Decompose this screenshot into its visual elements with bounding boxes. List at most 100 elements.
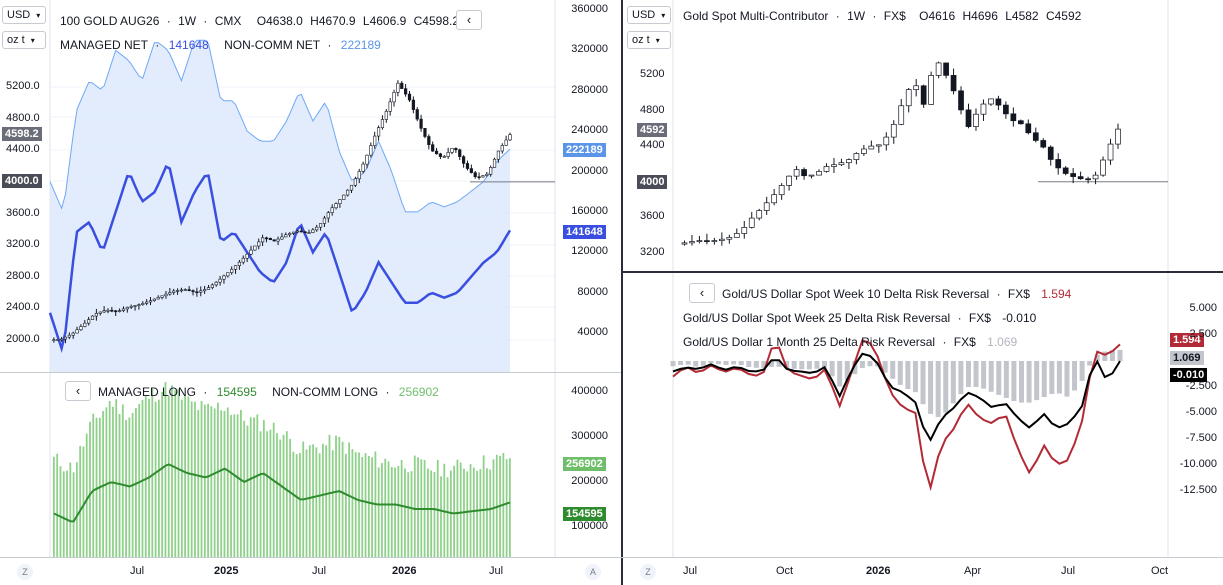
noncomm-long-bar [125,420,127,557]
right-sub-pane[interactable]: ‹ Gold/US Dollar Spot Week 10 Delta Risk… [623,273,1223,557]
auto-scale-button-left[interactable]: A [585,564,601,580]
candle-body [114,310,118,313]
noncomm-long-bar [381,463,383,557]
candle-body [392,92,396,103]
left-sub-pane[interactable]: ‹ MANAGED LONG · 154595 NON-COMM LONG · … [0,373,620,557]
noncomm-long-bar [325,445,328,557]
unit-select-left[interactable]: oz t ▾ [2,31,46,49]
horizontal-line-tag: 4000.0 [2,174,42,188]
collapse-legend-button[interactable]: ‹ [65,381,91,401]
candle-body [778,185,785,196]
candle-body [376,127,381,137]
unit-select-right[interactable]: oz t ▾ [627,31,671,49]
candle-body [434,150,439,155]
candle-body [94,313,98,317]
candle-body [786,175,792,186]
zoom-button-right[interactable]: Z [640,564,656,580]
interval: 1W [847,9,866,23]
candle-body [75,329,79,334]
candle-body [365,154,369,165]
right-main-pane[interactable]: USD ▾ oz t ▾ Gold Spot Multi-Contributor ·… [623,0,1223,271]
unit-label: oz t [632,34,650,46]
rr-1m-name[interactable]: Gold/US Dollar 1 Month 25 Delta Risk Rev… [683,335,936,349]
candle-body [898,105,905,125]
candle-body [404,88,408,95]
collapse-legend-button[interactable]: ‹ [689,283,715,303]
right-sub-chart[interactable] [623,273,1223,557]
candle-body [808,174,815,177]
value-tick-label: 2.500 [1189,328,1217,340]
pane-divider-right[interactable] [623,271,1223,273]
noncomm-long-bar [413,455,416,557]
candle-body [357,171,361,180]
candle-body [1017,120,1024,125]
zoom-button-left[interactable]: Z [17,564,33,580]
candle-body [291,231,296,234]
pane-divider-vertical[interactable] [621,0,623,585]
managed-net-name[interactable]: MANAGED NET [60,38,149,52]
rr-10d-source: FX$ [1007,287,1030,301]
symbol-title[interactable]: 100 GOLD AUG26 [60,14,160,28]
managed-long-name[interactable]: MANAGED LONG [98,385,197,399]
candle-body [831,164,837,167]
left-sub-chart[interactable] [0,373,620,557]
noncomm-long-bar [407,472,410,557]
candle-body [261,237,265,243]
candle-body [175,290,180,292]
right-main-chart[interactable] [623,0,1223,271]
rr-25d-name[interactable]: Gold/US Dollar Spot Week 25 Delta Risk R… [683,311,951,325]
rr-10d-value: 1.594 [1041,287,1072,301]
noncomm-long-bar [167,395,170,557]
rr-1m-bar [708,361,714,364]
symbol-title[interactable]: Gold Spot Multi-Contributor [683,9,829,23]
noncomm-long-value: 256902 [398,385,439,399]
rr-1m-value: 1.069 [987,335,1018,349]
right-time-axis[interactable]: Jul Oct 2026 Apr Jul Oct [623,558,1223,585]
price-tick-label: 3200.0 [6,238,40,251]
noncomm-long-bar [82,446,85,557]
rr-1m-bar [882,361,888,373]
left-time-axis[interactable]: Jul 2025 Jul 2026 Jul [0,558,621,585]
noncomm-long-bar [377,467,380,557]
noncomm-long-bar [59,466,62,557]
currency-select-right[interactable]: USD ▾ [627,6,671,24]
pane-divider-left[interactable] [0,372,621,373]
price-tick-label: 4800.0 [6,111,40,124]
noncomm-net-value: 222189 [340,38,381,52]
price-tick-label: 5200.0 [6,80,40,92]
candle-body [958,90,964,111]
noncomm-net-line [49,39,511,213]
noncomm-long-bar [69,462,72,557]
noncomm-net-name[interactable]: NON-COMM NET [224,38,321,52]
left-main-chart[interactable] [0,0,620,372]
candle-body [380,119,385,128]
noncomm-long-bar [364,453,367,557]
rr-1m-bar [806,361,812,370]
left-main-pane[interactable]: USD ▾ oz t ▾ 100 GOLD AUG26 · 1W · CMX O46… [0,0,620,372]
candle-body [353,178,357,186]
candle-body [396,82,400,93]
price-tick-label: 2800.0 [6,269,40,282]
collapse-legend-button[interactable]: ‹ [456,10,482,30]
rr-1m-bar [859,361,865,368]
ohlc-open: O4638.0 [256,14,303,28]
candle-body [268,238,272,241]
rr-10d-name[interactable]: Gold/US Dollar Spot Week 10 Delta Risk R… [722,287,990,301]
currency-select-left[interactable]: USD ▾ [2,6,46,24]
noncomm-long-bar [79,445,82,557]
noncomm-long-bar [105,407,108,557]
candle-body [299,230,303,233]
rr-1m-bar [996,361,1002,395]
noncomm-long-bar [489,469,492,557]
noncomm-long-name[interactable]: NON-COMM LONG [272,385,379,399]
noncomm-long-bar [171,385,173,557]
value-tick-label: -7.500 [1185,432,1217,444]
candle-body [883,136,890,146]
candle-body [83,322,87,327]
noncomm-net-tag: 222189 [563,143,606,157]
rr-1m-bar [1026,361,1032,403]
chevron-down-icon: ▾ [30,36,35,45]
noncomm-long-bar [233,414,236,557]
rr-1m-bar [723,361,729,366]
ohlc-low: L4582 [1005,9,1039,23]
